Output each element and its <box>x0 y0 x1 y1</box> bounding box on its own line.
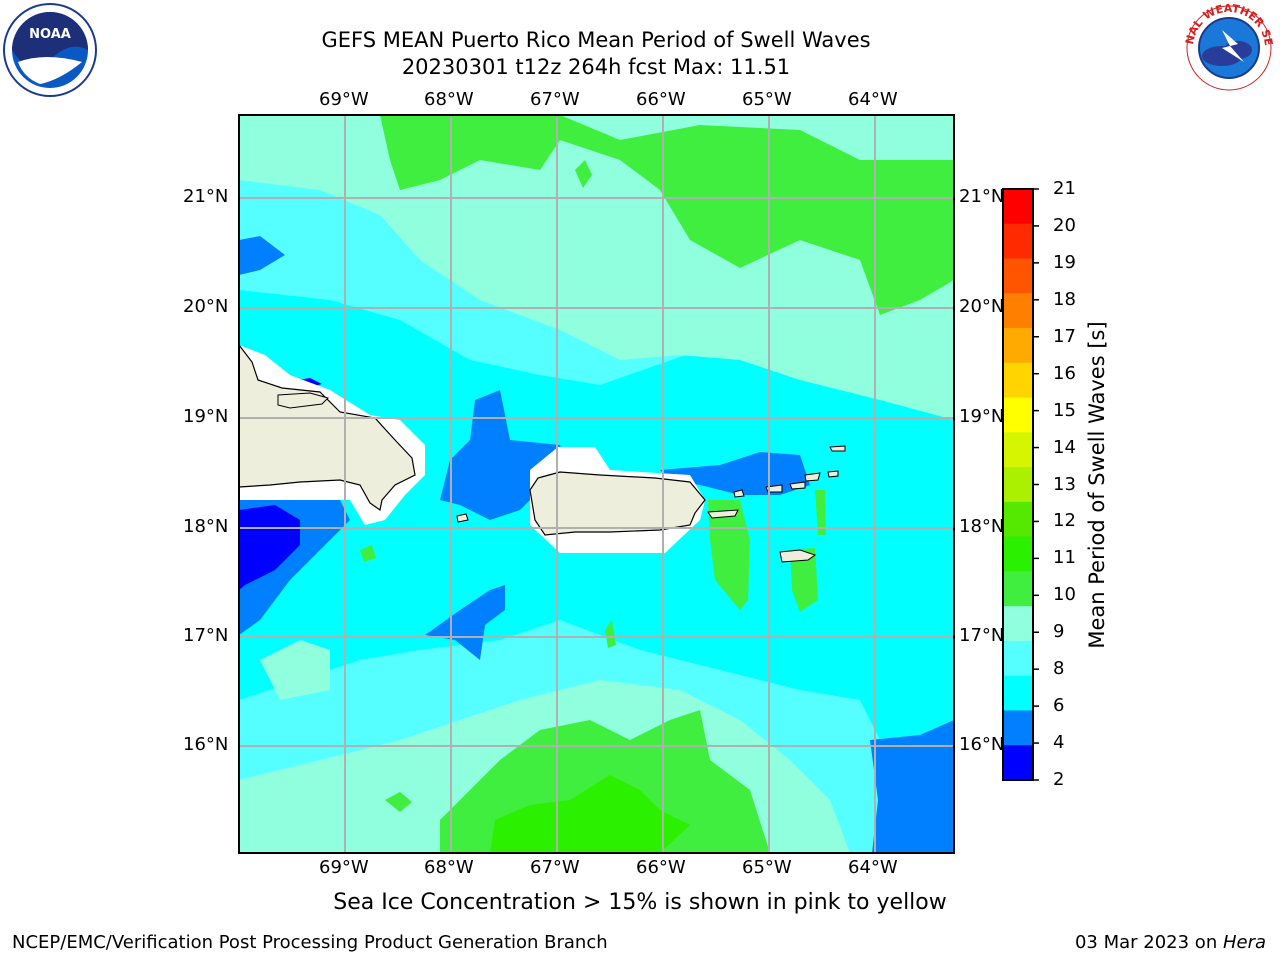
colorbar-swatch <box>1003 675 1033 711</box>
colorbar-tick-label: 9 <box>1053 621 1065 643</box>
lon-label-bottom: 64°W <box>848 857 898 878</box>
lat-label-right: 20°N <box>959 296 1005 317</box>
sea-ice-footnote: Sea Ice Concentration > 15% is shown in … <box>333 890 947 915</box>
land-mona <box>456 513 469 523</box>
noaa-logo-text: NOAA <box>29 27 71 42</box>
colorbar-swatch <box>1003 467 1033 503</box>
lon-label-bottom: 65°W <box>742 857 792 878</box>
colorbar-tick-label: 11 <box>1053 547 1076 569</box>
field-4-6-north-pr <box>660 452 810 495</box>
colorbar-swatch <box>1003 536 1033 572</box>
colorbar-tick-label: 8 <box>1053 658 1065 680</box>
field-4-6-se <box>870 720 954 853</box>
lat-label-left: 16°N <box>183 734 229 755</box>
land-culebra <box>733 489 745 498</box>
colorbar-swatch <box>1003 328 1033 364</box>
footer-date: 03 Mar 2023 on Hera <box>1075 932 1266 953</box>
field-2-4-west <box>239 505 300 590</box>
field-11-12 <box>490 775 690 853</box>
field-4-6-nw <box>239 236 285 275</box>
colorbar-tick-label: 12 <box>1053 510 1076 532</box>
colorbar-swatch <box>1003 223 1033 260</box>
lon-label-top: 68°W <box>424 89 474 110</box>
map-frame <box>238 114 955 854</box>
colorbar-tick-label: 2 <box>1053 769 1065 790</box>
land-vieques <box>707 509 739 519</box>
colorbar-swatch <box>1003 258 1033 294</box>
lat-label-left: 19°N <box>183 406 229 427</box>
colorbar-swatch <box>1003 710 1033 746</box>
field-10-11-stcroix <box>790 548 818 612</box>
lat-label-left: 18°N <box>183 516 229 537</box>
map-field <box>239 115 954 853</box>
land-anegada <box>829 445 846 452</box>
lat-label-left: 21°N <box>183 186 229 207</box>
lat-label-right: 18°N <box>959 516 1005 537</box>
field-10-11-spot2 <box>605 620 616 648</box>
lon-label-bottom: 69°W <box>319 857 369 878</box>
gridlines <box>239 115 954 853</box>
colorbar-tick-label: 6 <box>1053 695 1065 717</box>
lon-label-top: 67°W <box>530 89 580 110</box>
colorbar-swatch <box>1003 293 1033 329</box>
land-st-croix <box>779 549 817 563</box>
land-puerto-rico <box>529 471 706 536</box>
lon-label-bottom: 68°W <box>424 857 474 878</box>
lat-label-left: 17°N <box>183 625 229 646</box>
colorbar-tick-label: 21 <box>1053 178 1076 199</box>
lat-label-right: 17°N <box>959 625 1005 646</box>
colorbar-swatch <box>1003 640 1033 677</box>
lon-label-top: 69°W <box>319 89 369 110</box>
lon-label-bottom: 66°W <box>636 857 686 878</box>
colorbar-swatch <box>1003 189 1033 225</box>
footer-host: Hera <box>1222 932 1266 953</box>
land-virgin-gorda <box>827 470 839 478</box>
colorbar-tick-label: 20 <box>1053 214 1076 236</box>
field-10-11-spot <box>575 160 592 188</box>
lat-label-left: 20°N <box>183 296 229 317</box>
field-9-10-west <box>260 640 330 700</box>
field-10-11-spot4 <box>360 545 376 562</box>
colorbar-swatch <box>1003 432 1033 468</box>
lat-label-right: 19°N <box>959 406 1005 427</box>
field-10-11-strip <box>815 490 826 535</box>
colorbar <box>1002 188 1039 781</box>
colorbar-tick-label: 4 <box>1053 732 1065 754</box>
land-tortola <box>804 472 821 482</box>
lon-label-top: 64°W <box>848 89 898 110</box>
field-10-11-spot3 <box>385 792 412 812</box>
map-subtitle: 20230301 t12z 264h fcst Max: 11.51 <box>401 55 791 79</box>
land-hispaniola <box>239 344 416 512</box>
field-4-6-south <box>425 585 505 660</box>
colorbar-swatch <box>1003 362 1033 399</box>
colorbar-swatch <box>1003 397 1033 433</box>
footer-date-text: 03 Mar 2023 on <box>1074 932 1223 953</box>
field-10-11-north <box>380 115 954 315</box>
map-title: GEFS MEAN Puerto Rico Mean Period of Swe… <box>321 28 871 52</box>
colorbar-swatch <box>1003 501 1033 538</box>
colorbar-tick-label: 17 <box>1053 325 1076 347</box>
land-st-john <box>789 481 806 490</box>
colorbar-tick-label: 18 <box>1053 288 1076 310</box>
lat-label-right: 21°N <box>959 186 1005 207</box>
colorbar-tick-label: 16 <box>1053 362 1076 384</box>
lon-label-top: 65°W <box>742 89 792 110</box>
colorbar-tick-label: 19 <box>1053 251 1076 273</box>
colorbar-tick-label: 14 <box>1053 436 1076 458</box>
colorbar-swatch <box>1003 745 1033 781</box>
colorbar-tick-label: 10 <box>1053 584 1076 606</box>
colorbar-swatch <box>1003 571 1033 607</box>
lat-label-right: 16°N <box>959 734 1005 755</box>
colorbar-tick-label: 15 <box>1053 399 1076 421</box>
colorbar-swatch <box>1003 606 1033 642</box>
footer-credit: NCEP/EMC/Verification Post Processing Pr… <box>12 932 608 953</box>
land-gonave <box>277 392 329 409</box>
noaa-logo: NOAA <box>3 3 97 97</box>
lon-label-top: 66°W <box>636 89 686 110</box>
lon-label-bottom: 67°W <box>530 857 580 878</box>
colorbar-tick-label: 13 <box>1053 473 1076 495</box>
colorbar-title: Mean Period of Swell Waves [s] <box>1085 321 1109 649</box>
